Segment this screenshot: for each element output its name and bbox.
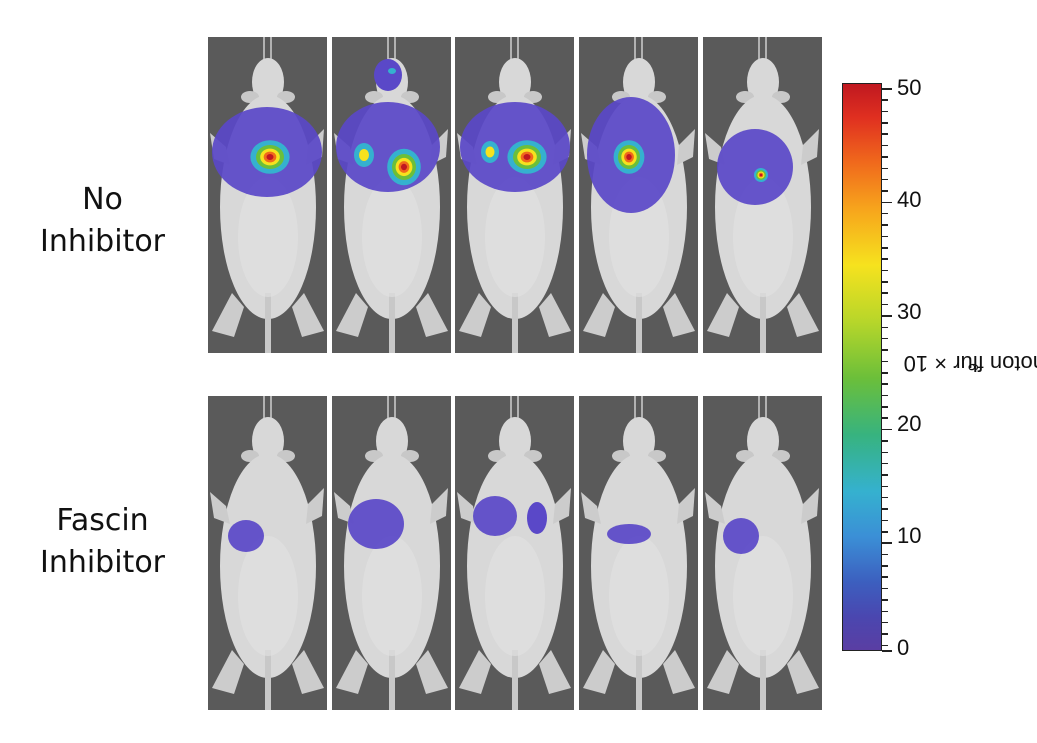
- colorbar-tick: [882, 122, 888, 124]
- colorbar-tick-label: 10: [897, 523, 922, 548]
- mouse-image-panel: [579, 37, 698, 353]
- colorbar-tick-label: 50: [897, 75, 922, 100]
- mouse-image-panel: [208, 396, 327, 710]
- colorbar-tick: [882, 496, 888, 499]
- colorbar-tick: [882, 167, 888, 170]
- colorbar-tick-label: 40: [897, 187, 922, 212]
- colorbar-tick: [882, 587, 888, 590]
- colorbar-tick: [882, 337, 888, 340]
- colorbar-tick-label: 20: [897, 411, 922, 436]
- colorbar-tick: [882, 531, 888, 533]
- colorbar-tick: [882, 610, 888, 613]
- colorbar-tick: [882, 326, 888, 329]
- colorbar-tick: [882, 269, 888, 272]
- colorbar-tick: [882, 201, 892, 204]
- colorbar-tick: [882, 621, 888, 624]
- mouse-image-panel: [703, 37, 822, 353]
- colorbar-tick: [882, 99, 888, 101]
- colorbar-tick: [882, 156, 888, 158]
- colorbar-tick: [882, 292, 888, 294]
- row-label-line: No: [82, 182, 123, 217]
- row-label-fascin-inhibitor: Fascin Inhibitor: [0, 500, 205, 584]
- colorbar-tick: [882, 417, 888, 419]
- mouse-image-panel: [332, 37, 451, 353]
- colorbar-tick: [882, 599, 888, 601]
- colorbar-tick: [882, 576, 888, 578]
- mouse-image-panel: [455, 396, 574, 710]
- colorbar-tick: [882, 485, 888, 488]
- colorbar-tick: [882, 178, 888, 181]
- row-label-line: Inhibitor: [39, 545, 166, 580]
- colorbar-tick-label: 30: [897, 299, 922, 324]
- colorbar-tick: [882, 235, 888, 238]
- colorbar-tick: [882, 360, 888, 363]
- colorbar-tick: [882, 440, 888, 442]
- row-label-line: Inhibitor: [39, 224, 166, 259]
- colorbar-tick: [882, 110, 888, 113]
- colorbar-tick: [882, 303, 888, 306]
- colorbar-tick: [882, 474, 888, 476]
- colorbar-tick: [882, 394, 888, 397]
- colorbar-tick: [882, 553, 888, 556]
- colorbar-title-text: Photon flur × 10: [903, 351, 1037, 377]
- colorbar-tick: [882, 258, 888, 260]
- colorbar-tick: [882, 88, 892, 90]
- colorbar-tick: [882, 349, 888, 351]
- colorbar-tick: [882, 190, 888, 192]
- colorbar-tick: [882, 451, 888, 454]
- colorbar-tick: [882, 406, 888, 408]
- row-label-line: Fascin: [56, 503, 149, 538]
- colorbar-tick: [882, 650, 892, 652]
- colorbar-tick: [882, 281, 888, 283]
- colorbar-tick: [882, 519, 888, 522]
- colorbar-tick: [882, 383, 888, 385]
- colorbar-tick: [882, 315, 892, 317]
- mouse-image-panel: [703, 396, 822, 710]
- mouse-image-panel: [332, 396, 451, 710]
- colorbar-tick: [882, 133, 888, 135]
- colorbar-tick: [882, 428, 892, 431]
- mouse-image-panel: [579, 396, 698, 710]
- colorbar-tick: [882, 508, 888, 510]
- colorbar-tick: [882, 224, 888, 226]
- colorbar: [842, 83, 882, 651]
- colorbar-tick: [882, 212, 888, 215]
- colorbar-tick: [882, 565, 888, 567]
- colorbar-tick: [882, 144, 888, 147]
- colorbar-tick: [882, 462, 888, 465]
- colorbar-tick-label: 0: [897, 635, 910, 660]
- row-label-no-inhibitor: No Inhibitor: [0, 179, 205, 263]
- colorbar-tick: [882, 542, 892, 544]
- colorbar-tick: [882, 644, 888, 647]
- colorbar-tick: [882, 633, 888, 635]
- colorbar-tick: [882, 372, 888, 374]
- mouse-image-panel: [455, 37, 574, 353]
- mouse-image-panel: [208, 37, 327, 353]
- colorbar-tick: [882, 247, 888, 249]
